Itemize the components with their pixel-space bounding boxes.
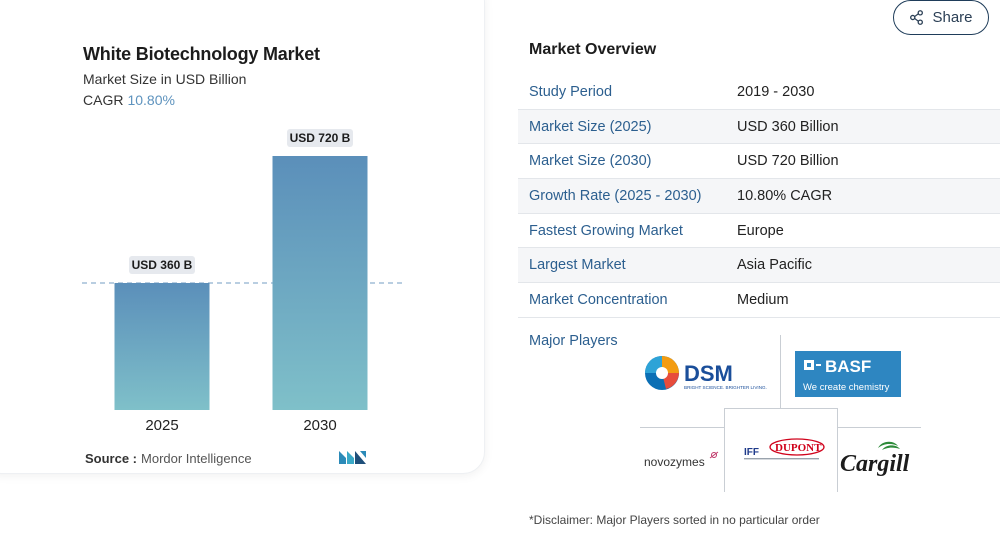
- grid-divider: [837, 408, 838, 492]
- cagr-value: 10.80%: [127, 92, 175, 108]
- row-value: Asia Pacific: [737, 257, 812, 274]
- chart-cagr: CAGR 10.80%: [83, 92, 175, 108]
- grid-divider: [780, 335, 781, 408]
- overview-title: Market Overview: [529, 41, 657, 58]
- iff-name: IFF: [744, 447, 759, 458]
- major-players-title[interactable]: Major Players: [529, 333, 618, 349]
- row-label[interactable]: Growth Rate (2025 - 2030): [529, 187, 702, 204]
- basf-tagline: We create chemistry: [803, 382, 890, 393]
- row-label[interactable]: Study Period: [529, 83, 613, 100]
- data-label: USD 360 B: [132, 258, 193, 272]
- chart-card: [0, 0, 485, 474]
- row-value: Europe: [737, 222, 784, 239]
- share-button[interactable]: Share: [893, 0, 989, 35]
- overview-row-growth-rate: Growth Rate (2025 - 2030) 10.80% CAGR: [518, 179, 1000, 214]
- row-label[interactable]: Market Concentration: [529, 291, 668, 308]
- row-label[interactable]: Fastest Growing Market: [529, 222, 683, 239]
- share-icon: [910, 10, 924, 25]
- overview-row-market-size-2030: Market Size (2030) USD 720 Billion: [518, 144, 1000, 180]
- cargill-logo[interactable]: Cargill: [838, 440, 920, 476]
- row-value: 2019 - 2030: [737, 83, 815, 100]
- row-value: USD 720 Billion: [737, 153, 839, 170]
- bar-2025: [114, 283, 210, 410]
- x-tick-label: 2025: [145, 417, 178, 434]
- share-label: Share: [932, 9, 973, 26]
- cagr-label: CAGR: [83, 92, 124, 108]
- dsm-name: DSM: [684, 361, 733, 386]
- overview-row-largest-market: Largest Market Asia Pacific: [518, 248, 1000, 284]
- row-label[interactable]: Market Size (2030): [529, 153, 652, 170]
- overview-row-study-period: Study Period 2019 - 2030: [518, 75, 1000, 110]
- row-value: USD 360 Billion: [737, 118, 839, 135]
- row-value: 10.80% CAGR: [737, 187, 833, 204]
- grid-divider: [640, 427, 724, 428]
- source-value: Mordor Intelligence: [141, 451, 252, 466]
- mordor-intelligence-logo: [339, 451, 366, 464]
- basf-name: BASF: [825, 357, 871, 376]
- x-tick-label: 2030: [303, 417, 336, 434]
- bar-chart: USD 360 B 2025 USD 720 B 2030: [82, 129, 402, 434]
- row-label[interactable]: Largest Market: [529, 257, 626, 274]
- novozymes-logo[interactable]: novozymes: [642, 447, 722, 471]
- overview-row-concentration: Market Concentration Medium: [518, 283, 1000, 318]
- data-label-bg: [129, 256, 195, 274]
- dsm-tagline: BRIGHT SCIENCE. BRIGHTER LIVING.: [684, 385, 767, 390]
- chart-subtitle: Market Size in USD Billion: [83, 71, 247, 87]
- row-label[interactable]: Market Size (2025): [529, 118, 652, 135]
- row-value: Medium: [737, 291, 789, 308]
- disclaimer: *Disclaimer: Major Players sorted in no …: [529, 513, 820, 527]
- cargill-name: Cargill: [840, 451, 910, 476]
- novozymes-name: novozymes: [644, 455, 705, 469]
- overview-row-fastest-growing: Fastest Growing Market Europe: [518, 214, 1000, 249]
- data-label-bg: [287, 129, 353, 147]
- chart-title: White Biotechnology Market: [83, 44, 320, 64]
- data-label: USD 720 B: [290, 131, 351, 145]
- grid-divider: [837, 427, 921, 428]
- iff-dupont-logo[interactable]: IFF DUPONT: [742, 438, 828, 464]
- dupont-name: DUPONT: [775, 442, 822, 454]
- bar-2030: [272, 156, 368, 410]
- overview-row-market-size-2025: Market Size (2025) USD 360 Billion: [518, 109, 1000, 145]
- dsm-logo[interactable]: DSM BRIGHT SCIENCE. BRIGHTER LIVING.: [642, 351, 778, 395]
- source-label: Source :: [85, 451, 138, 466]
- basf-logo[interactable]: BASF We create chemistry: [795, 351, 901, 397]
- overview-table: Study Period 2019 - 2030 Market Size (20…: [518, 75, 1000, 318]
- grid-divider: [724, 408, 837, 409]
- source-line: Source : Mordor Intelligence: [85, 451, 252, 466]
- grid-divider: [724, 408, 725, 492]
